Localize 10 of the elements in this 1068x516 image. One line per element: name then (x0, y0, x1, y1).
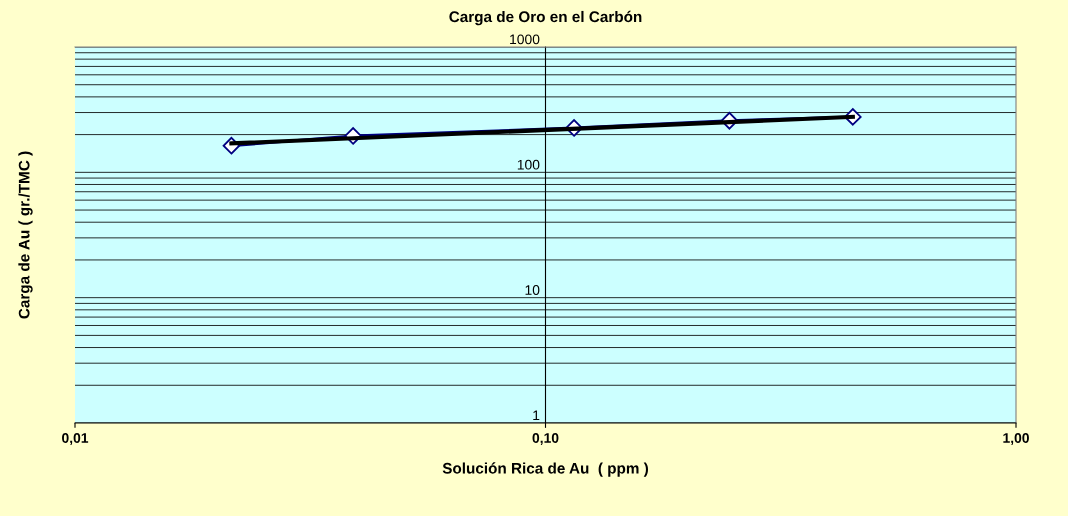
y-axis-title: Carga de Au ( gr./TMC ) (18, 151, 33, 319)
y-tick-label: 100 (517, 159, 540, 170)
x-axis-title: Solución Rica de Au ( ppm ) (442, 462, 649, 477)
y-tick-label: 1000 (510, 34, 540, 45)
chart-title: Carga de Oro en el Carbón (449, 10, 642, 26)
x-tick-label: 0,10 (532, 433, 559, 445)
x-tick-label: 1,00 (1003, 433, 1029, 445)
x-tick-label: 0,01 (62, 433, 89, 445)
y-tick-label: 1 (533, 410, 540, 421)
y-tick-label: 10 (525, 285, 540, 295)
